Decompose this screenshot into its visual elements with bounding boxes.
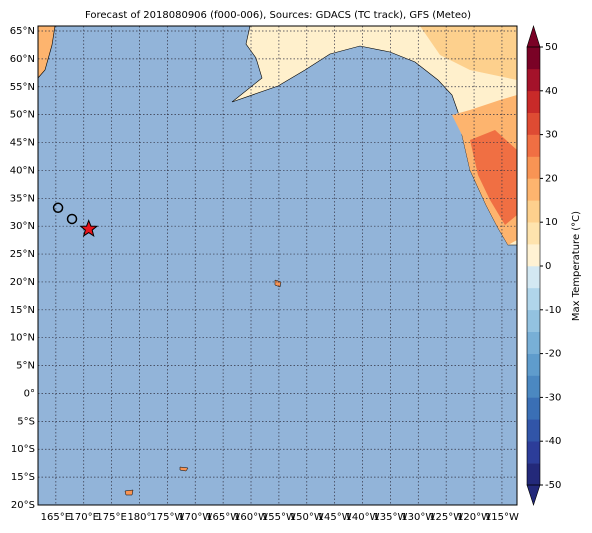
colorbar-swatch (527, 90, 540, 113)
x-tick-label: 165°W (206, 512, 240, 523)
kamchatka (38, 26, 56, 79)
colorbar-swatch (527, 112, 540, 135)
y-tick-label: 65°N (10, 26, 35, 37)
colorbar-tick-label: -50 (545, 480, 561, 491)
x-tick-label: 175°W (150, 512, 184, 523)
land (38, 26, 517, 496)
track-point (66, 213, 78, 225)
colorbar-tick-label: 50 (545, 42, 558, 53)
x-tick-label: 125°W (429, 512, 463, 523)
colorbar-extend-low (526, 484, 541, 506)
colorbar-swatch (527, 397, 540, 420)
current-position (79, 219, 99, 238)
colorbar-tick-label: 0 (545, 261, 551, 272)
y-tick-label: 30°N (10, 221, 35, 232)
y-tick-label: 45°N (10, 138, 35, 149)
y-tick-label: 15°S (11, 472, 35, 483)
x-tick-label: 140°W (346, 512, 380, 523)
colorbar-extend-high (526, 24, 541, 48)
ocean (38, 26, 517, 505)
y-tick-label: 40°N (10, 165, 35, 176)
colorbar-tick-label: 10 (545, 217, 558, 228)
colorbar-swatch (527, 200, 540, 223)
y-tick-label: 0° (24, 388, 35, 399)
colorbar-swatch (527, 331, 540, 354)
colorbar-tick-label: 30 (545, 130, 558, 141)
colorbar-swatch (527, 266, 540, 289)
colorbar-swatch (527, 156, 540, 179)
y-tick-label: 50°N (10, 110, 35, 121)
x-tick-label: 150°W (290, 512, 324, 523)
y-tick-label: 10°S (11, 444, 35, 455)
colorbar-swatch (527, 441, 540, 464)
track-point (52, 202, 64, 214)
island (124, 489, 134, 496)
x-tick-label: 130°W (401, 512, 435, 523)
y-tick-label: 55°N (10, 82, 35, 93)
land-mild (420, 26, 517, 80)
colorbar-swatch (527, 134, 540, 157)
y-tick-label: 5°S (17, 416, 35, 427)
y-tick-label: 5°N (16, 361, 35, 372)
x-tick-label: 135°W (373, 512, 407, 523)
x-tick-label: 170°W (178, 512, 212, 523)
x-tick-label: 165°E (41, 512, 71, 523)
colorbar-swatch (527, 353, 540, 376)
colorbar-swatch (527, 244, 540, 267)
colorbar-swatch (527, 47, 540, 70)
colorbar-tick-label: 20 (545, 173, 558, 184)
y-tick-label: 35°N (10, 193, 35, 204)
colorbar-tick-label: -40 (545, 436, 561, 447)
colorbar-tick-label: -30 (545, 392, 561, 403)
x-tick-label: 155°W (262, 512, 296, 523)
x-tick-label: 170°E (69, 512, 99, 523)
colorbar-swatch (527, 222, 540, 245)
x-tick-label: 175°E (96, 512, 126, 523)
colorbar-tick-label: -10 (545, 305, 561, 316)
colorbar-swatch (527, 309, 540, 332)
y-tick-label: 10°N (10, 333, 35, 344)
island (179, 466, 189, 472)
chart-title: Forecast of 2018080906 (f000-006), Sourc… (85, 10, 471, 21)
x-tick-label: 120°W (457, 512, 491, 523)
land-hot (470, 130, 517, 225)
colorbar-label: Max Temperature (°C) (571, 211, 582, 321)
x-tick-label: 160°W (234, 512, 268, 523)
x-tick-label: 180° (127, 512, 151, 523)
y-tick-label: 20°S (11, 500, 35, 511)
colorbar-swatch (527, 287, 540, 311)
y-tick-label: 25°N (10, 249, 35, 260)
colorbar-swatch (527, 68, 540, 92)
colorbar: -50 -40 -30 -20 -10 0 10 20 30 40 50 Max Temperatur… (526, 24, 582, 506)
grid (38, 26, 517, 505)
x-tick-label: 115°W (485, 512, 519, 523)
colorbar-swatch (527, 419, 540, 442)
y-tick-label: 20°N (10, 277, 35, 288)
colorbar-tick-label: -20 (545, 349, 561, 360)
colorbar-swatch (527, 463, 540, 486)
y-tick-label: 15°N (10, 305, 35, 316)
colorbar-swatch (527, 375, 540, 398)
colorbar-tick-label: 40 (545, 86, 558, 97)
x-tick-label: 145°W (318, 512, 352, 523)
y-tick-label: 60°N (10, 54, 35, 65)
colorbar-swatch (527, 178, 540, 201)
map-frame (37, 25, 518, 506)
